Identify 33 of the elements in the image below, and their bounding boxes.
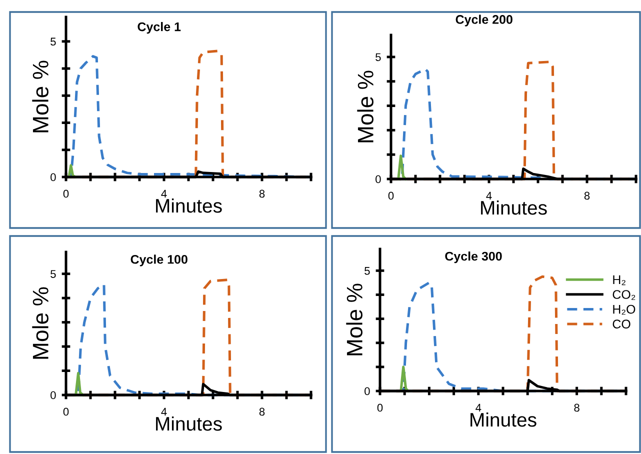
y-axis-title: Mole % <box>32 60 48 132</box>
x-tick-label: 0 <box>63 408 69 416</box>
y-tick-label: 5 <box>376 53 381 62</box>
x-axis-title: Minutes <box>481 200 547 215</box>
legend-label: CO₂ <box>612 290 636 300</box>
x-axis-title: Minutes <box>470 412 536 427</box>
chart-title: Cycle 200 <box>456 14 512 26</box>
x-tick-label: 8 <box>259 408 265 416</box>
x-tick-label: 8 <box>259 190 265 198</box>
legend-label: CO <box>612 320 630 328</box>
y-axis-title: Mole % <box>357 70 374 142</box>
y-axis-title: Mole % <box>346 284 362 356</box>
y-axis-title: Mole % <box>32 287 48 359</box>
x-tick-label: 4 <box>476 404 482 412</box>
x-tick-label: 8 <box>584 192 590 200</box>
y-tick-label: 5 <box>50 270 56 278</box>
x-axis-title: Minutes <box>156 198 222 213</box>
x-tick-label: 8 <box>574 404 580 412</box>
chart-title: Cycle 1 <box>138 22 181 34</box>
x-tick-label: 4 <box>161 190 167 198</box>
y-tick-label: 5 <box>364 267 370 275</box>
x-axis-title: Minutes <box>156 416 222 431</box>
x-tick-label: 0 <box>63 190 69 198</box>
legend-label: H₂O <box>613 304 636 315</box>
chart-title: Cycle 100 <box>130 254 188 266</box>
x-tick-label: 4 <box>161 408 167 416</box>
x-tick-label: 0 <box>388 192 394 200</box>
x-tick-label: 4 <box>486 192 492 200</box>
y-tick-label: 5 <box>50 38 56 46</box>
y-tick-label: 0 <box>50 173 56 182</box>
legend-label: H₂ <box>613 275 626 286</box>
chart-title: Cycle 300 <box>445 251 502 264</box>
y-tick-label: 0 <box>50 391 56 400</box>
